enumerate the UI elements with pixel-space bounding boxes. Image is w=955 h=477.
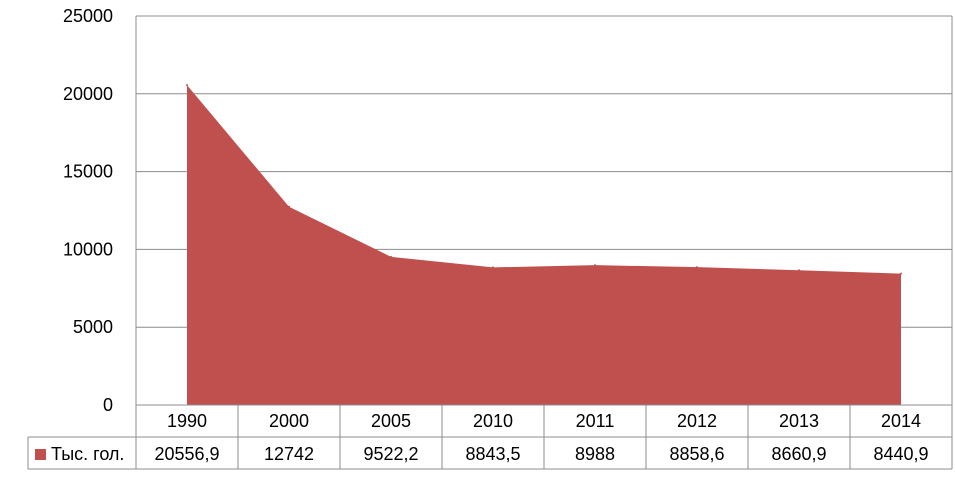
x-tick-label: 2014: [881, 411, 921, 431]
y-tick-label: 0: [103, 395, 113, 415]
x-tick-label: 2011: [576, 411, 615, 431]
data-label: 9522,2: [363, 444, 418, 464]
data-point: [594, 264, 596, 267]
data-label: 8660,9: [771, 444, 826, 464]
x-tick-label: 1990: [167, 411, 207, 431]
legend-label: Тыс. гол.: [51, 444, 124, 464]
data-label: 12742: [264, 444, 314, 464]
area-series: [187, 85, 901, 405]
y-tick-label: 10000: [63, 239, 113, 259]
data-point: [900, 272, 902, 275]
x-tick-label: 2012: [677, 411, 717, 431]
data-point: [798, 269, 800, 272]
data-label: 20556,9: [154, 444, 219, 464]
x-tick-label: 2013: [779, 411, 819, 431]
data-label: 8988: [575, 444, 615, 464]
y-tick-label: 20000: [63, 84, 113, 104]
legend-key: [35, 449, 46, 460]
y-tick-label: 15000: [63, 162, 113, 182]
data-point: [696, 266, 698, 269]
y-tick-label: 5000: [73, 317, 113, 337]
data-point: [288, 205, 290, 208]
y-tick-label: 25000: [63, 6, 113, 26]
x-tick-label: 2010: [473, 411, 513, 431]
x-tick-label: 2005: [371, 411, 411, 431]
data-point: [390, 255, 392, 258]
x-tick-label: 2000: [269, 411, 309, 431]
data-label: 8843,5: [465, 444, 520, 464]
data-label: 8440,9: [873, 444, 928, 464]
data-point: [186, 84, 188, 87]
data-point: [492, 266, 494, 269]
data-label: 8858,6: [669, 444, 724, 464]
